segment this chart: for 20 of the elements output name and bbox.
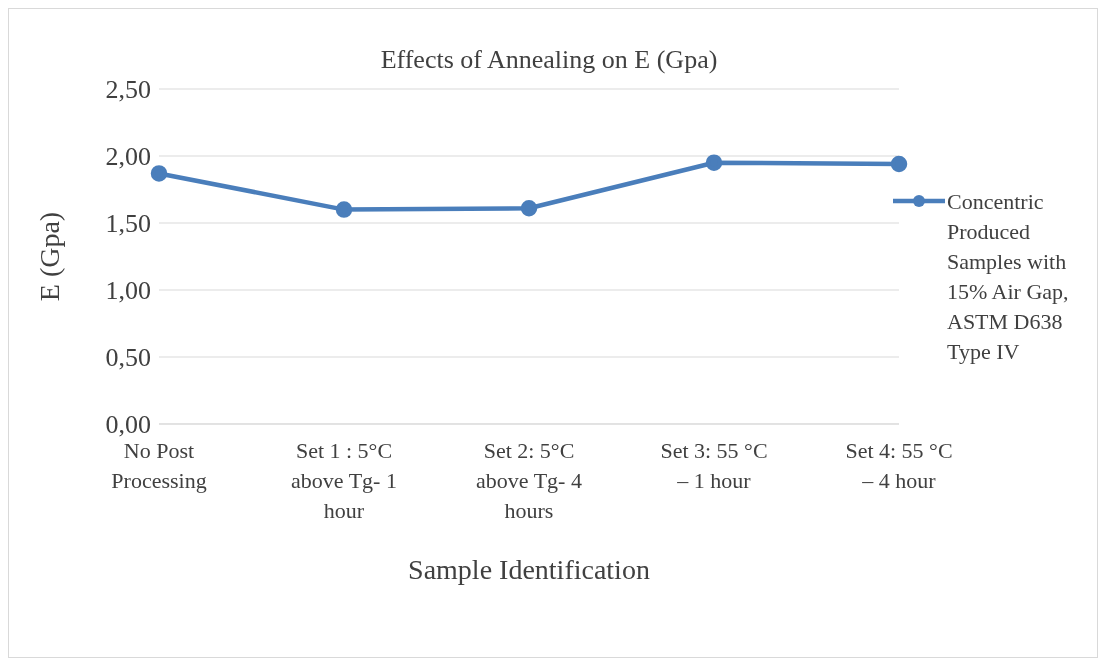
- x-tick-label: No Post Processing: [111, 438, 207, 493]
- x-tick-label: Set 1 : 5°C above Tg- 1 hour: [291, 438, 397, 523]
- y-tick-label: 2,00: [105, 142, 151, 172]
- y-tick-label: 0,00: [105, 410, 151, 440]
- x-axis-title: Sample Identification: [408, 554, 650, 585]
- x-tick-label: Set 2: 5°C above Tg- 4 hours: [476, 438, 582, 523]
- x-tick-label: Set 4: 55 °C – 4 hour: [845, 438, 953, 493]
- point: [890, 155, 908, 173]
- y-axis-title: E (Gpa): [33, 211, 65, 302]
- chart-title: Effects of Annealing on E (Gpa): [379, 45, 719, 75]
- x-tick-label: Set 3: 55 °C – 1 hour: [660, 438, 768, 493]
- y-tick-label: 0,50: [105, 343, 151, 373]
- point: [520, 200, 538, 217]
- y-tick-label: 2,50: [105, 75, 151, 105]
- point: [150, 165, 168, 182]
- point: [335, 201, 353, 218]
- y-tick-label: 1,50: [105, 209, 151, 239]
- legend-label: Concentric Produced Samples with 15% Air Gap, ASTM D638 Type IV: [947, 188, 1070, 366]
- point: [705, 154, 723, 171]
- y-tick-label: 1,00: [105, 276, 151, 306]
